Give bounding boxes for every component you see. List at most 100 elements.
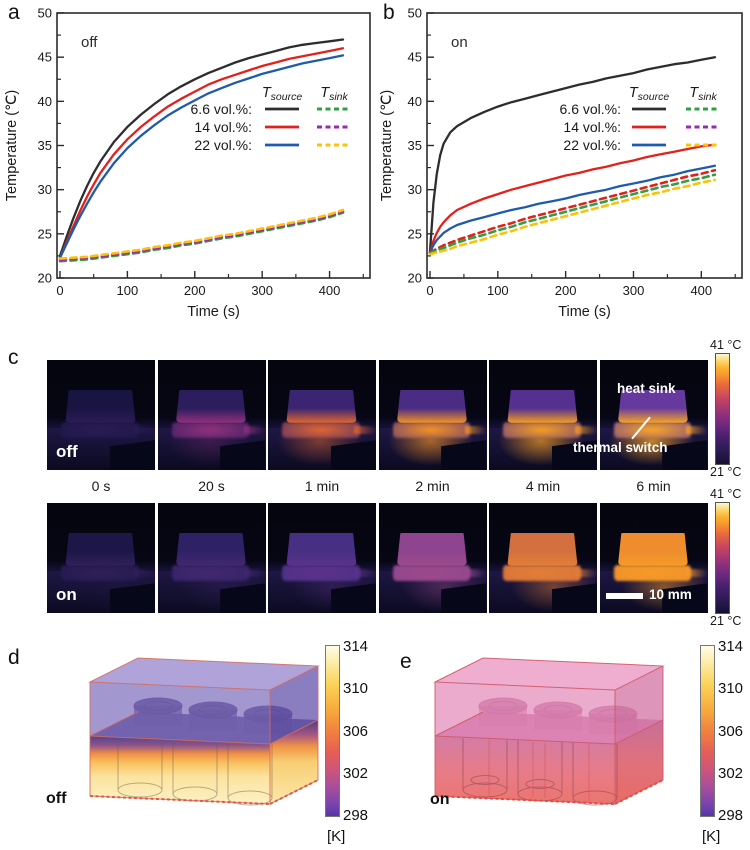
thermal-frame-off-4 [489,360,597,470]
row-label-on: on [56,585,77,604]
sim-label-on: on [430,791,450,808]
panel-letter-a: a [8,1,20,24]
k-unit-on: [K] [702,828,721,845]
simulation-box-off [88,657,320,806]
colorbar-on-max: 41 °C [710,487,742,501]
x-tick-label: 0 [426,283,433,298]
thermal-frame-off-0 [47,360,155,470]
k-tick: 298 [718,807,744,824]
x-tick-label: 100 [117,283,139,298]
state-label: off [81,34,98,51]
mesh-vertical-lines [488,740,590,800]
x-tick-label: 100 [487,283,509,298]
thermal-frame-on-0 [47,503,155,613]
chart-off: 0 100 200 300 400 20 25 30 35 40 45 50 Time (s) Tempe… [4,6,371,320]
y-tick-label: 20 [408,271,422,286]
x-axis-label: Time (s) [187,304,240,320]
series-22-vol---T_source [58,54,345,259]
series-14-vol---T_sink [58,210,345,262]
series-6-6-vol---T_source [428,56,717,253]
legend-row-label: 22 vol.%: [194,137,252,153]
thermal-frame-on-1 [157,503,266,613]
series-6-6-vol---T_source [58,38,345,258]
series-14-vol---T_sink [428,168,717,254]
thermal-switch-annotation: thermal switch [573,440,668,455]
y-tick-label: 30 [408,182,422,197]
chart-on: 0 100 200 300 400 20 25 30 35 40 45 50 Time (s) Tempe… [379,6,743,320]
thermal-frame-on-2 [268,503,376,613]
panel-letter-c: c [8,346,19,369]
y-tick-label: 40 [408,94,422,109]
simulation-box-on [433,657,665,806]
legend-row-label: 6.6 vol.%: [191,101,252,117]
x-tick-label: 200 [184,283,206,298]
y-tick-label: 25 [38,226,52,241]
legend-row-label: 14 vol.%: [563,119,621,135]
heat-sink-annotation: heat sink [617,381,676,396]
legend-header: Tsource [629,85,670,103]
y-tick-label: 45 [38,50,52,65]
kelvin-colorbar-on [700,645,715,817]
legend-header: Tsink [689,85,717,103]
time-label-1: 20 s [198,478,225,494]
y-tick-label: 35 [408,138,422,153]
legend-header: Tsource [262,85,303,103]
series-22-vol---T_source [428,164,717,254]
y-axis-label: Temperature (℃) [379,90,395,201]
x-tick-label: 300 [623,283,645,298]
x-axis-label: Time (s) [558,304,611,320]
k-tick: 306 [343,723,369,740]
y-axis-label: Temperature (℃) [4,90,20,201]
sim-label-off: off [46,790,67,807]
scale-bar [606,593,643,599]
series-22-vol---T_sink [58,208,345,260]
thermal-colorbar-off [715,353,730,465]
series-6-6-vol---T_sink [428,173,717,255]
row-label-off: off [56,442,78,461]
k-tick: 310 [718,680,744,697]
legend-row-label: 14 vol.%: [194,119,252,135]
k-tick: 314 [718,638,744,655]
colorbar-off-max: 41 °C [710,338,742,352]
y-tick-label: 40 [38,94,52,109]
thermal-frame-off-1 [157,360,266,470]
heater-edge [89,779,319,805]
k-tick: 314 [343,638,369,655]
legend-header: Tsink [320,85,348,103]
legend-row-label: 6.6 vol.%: [560,101,621,117]
x-tick-label: 400 [690,283,712,298]
k-tick: 302 [343,765,369,782]
time-label-5: 6 min [636,478,671,494]
series-14-vol---T_source [428,143,717,255]
scale-bar-label: 10 mm [649,587,692,602]
x-tick-label: 400 [319,283,341,298]
colorbar-on-min: 21 °C [710,614,742,628]
time-label-2: 1 min [304,478,340,494]
thermal-colorbar-on [715,502,730,614]
y-tick-label: 50 [38,6,52,21]
colorbar-off-min: 21 °C [710,465,742,479]
thermal-frame-off-2 [268,360,376,470]
k-tick: 306 [718,723,744,740]
thermal-frame-on-3 [378,503,487,613]
thermal-frame-off-3 [378,360,487,470]
time-label-0: 0 s [91,478,111,494]
time-label-3: 2 min [415,478,450,494]
x-tick-label: 0 [56,283,63,298]
cylinder-outlines [462,738,618,806]
heater-edge [434,779,664,805]
y-tick-label: 25 [408,226,422,241]
legend-row-label: 22 vol.%: [563,137,621,153]
time-label-4: 4 min [525,478,561,494]
y-tick-label: 50 [408,6,422,21]
series-14-vol---T_source [58,47,345,259]
k-tick: 310 [343,680,369,697]
cylinder-outlines [117,738,273,806]
thermal-frame-off-5 [599,360,708,470]
kelvin-colorbar-off [325,645,340,817]
series-22-vol---T_sink [428,178,717,256]
y-tick-label: 35 [38,138,52,153]
k-tick: 302 [718,765,744,782]
k-tick: 298 [343,807,369,824]
